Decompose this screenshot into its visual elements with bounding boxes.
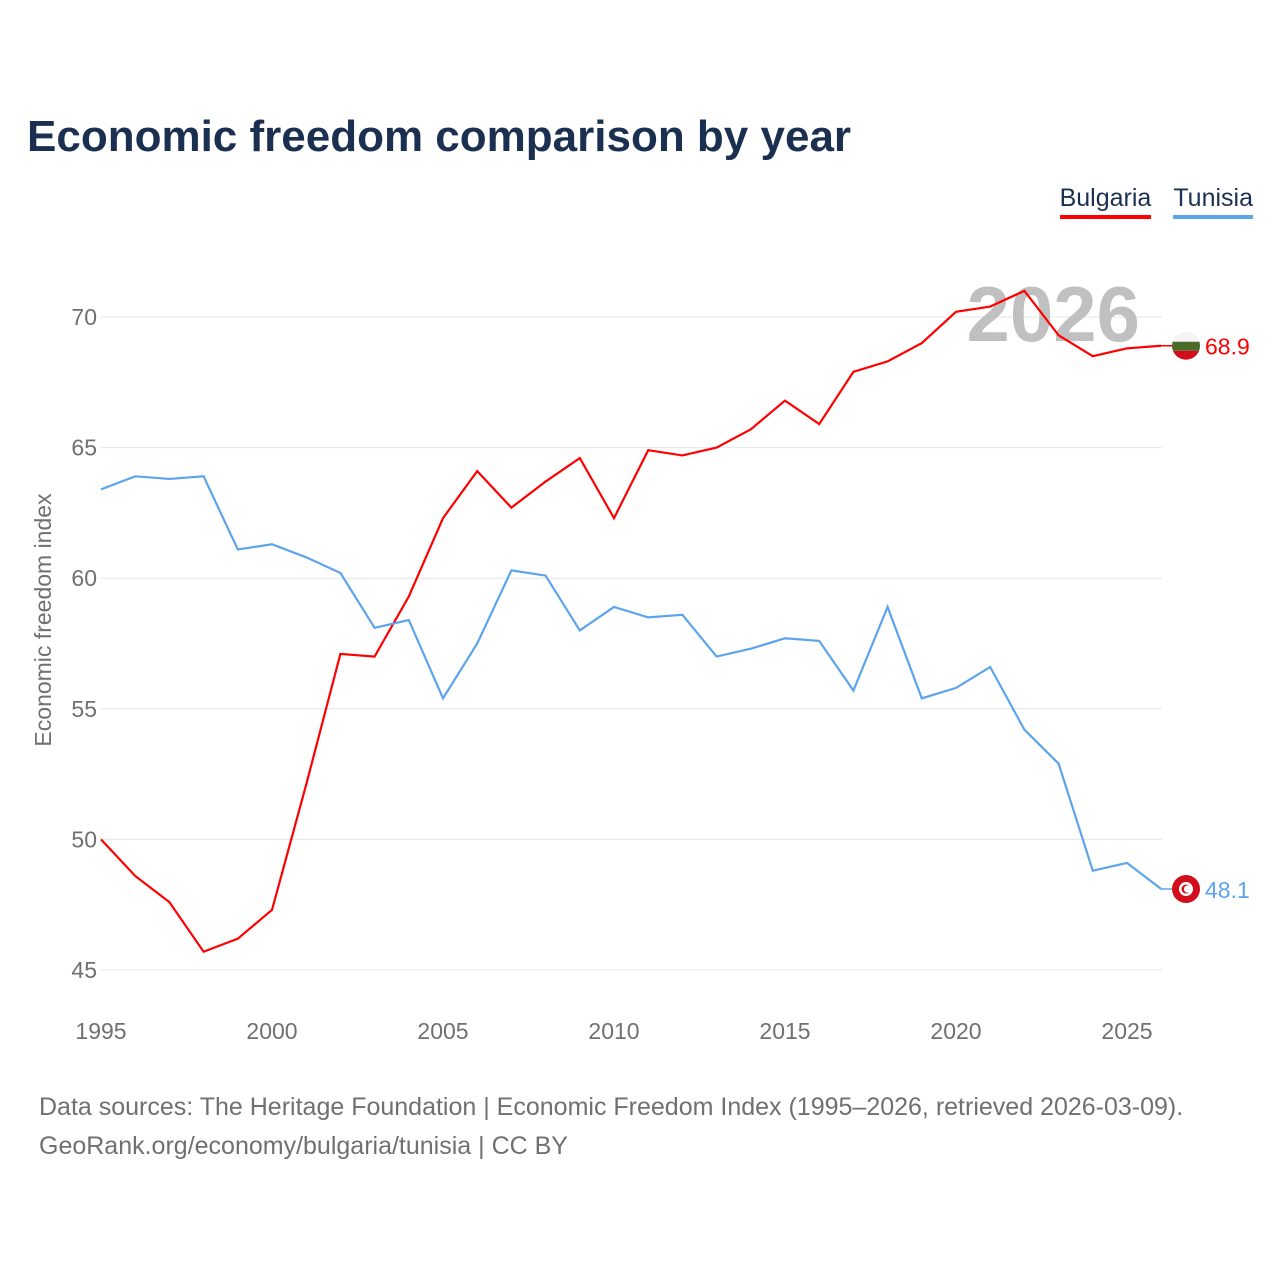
legend-tunisia[interactable]: Tunisia [1173,184,1253,219]
y-tick-label: 60 [71,565,97,591]
x-tick-label: 2000 [246,1018,297,1044]
x-tick-label: 2010 [588,1018,639,1044]
series-line-tunisia [100,475,1162,890]
x-tick-label: 2020 [930,1018,981,1044]
y-tick-label: 55 [71,696,97,722]
legend: Bulgaria Tunisia [1059,184,1253,219]
year-watermark: 2026 [966,270,1140,358]
source-note: Data sources: The Heritage Foundation | … [39,1088,1183,1166]
end-value-label: 48.1 [1205,877,1250,903]
y-axis-label: Economic freedom index [30,493,56,747]
y-tick-label: 70 [71,304,97,330]
x-tick-label: 1995 [75,1018,126,1044]
flag-tunisia-icon [1172,875,1200,904]
series-line-bulgaria [100,289,1162,954]
source-line-1: Data sources: The Heritage Foundation | … [39,1093,1184,1121]
legend-bulgaria[interactable]: Bulgaria [1059,184,1152,219]
y-tick-label: 45 [71,957,97,983]
end-value-label: 68.9 [1205,334,1250,360]
x-tick-label: 2005 [417,1018,468,1044]
y-tick-label: 65 [71,435,97,461]
x-tick-label: 2025 [1101,1018,1152,1044]
source-line-2[interactable]: GeoRank.org/economy/bulgaria/tunisia | C… [39,1132,568,1160]
flag-bulgaria-icon [1172,331,1200,360]
x-tick-label: 2015 [759,1018,810,1044]
chart-title: Economic freedom comparison by year [27,112,852,161]
y-tick-label: 50 [71,826,97,852]
